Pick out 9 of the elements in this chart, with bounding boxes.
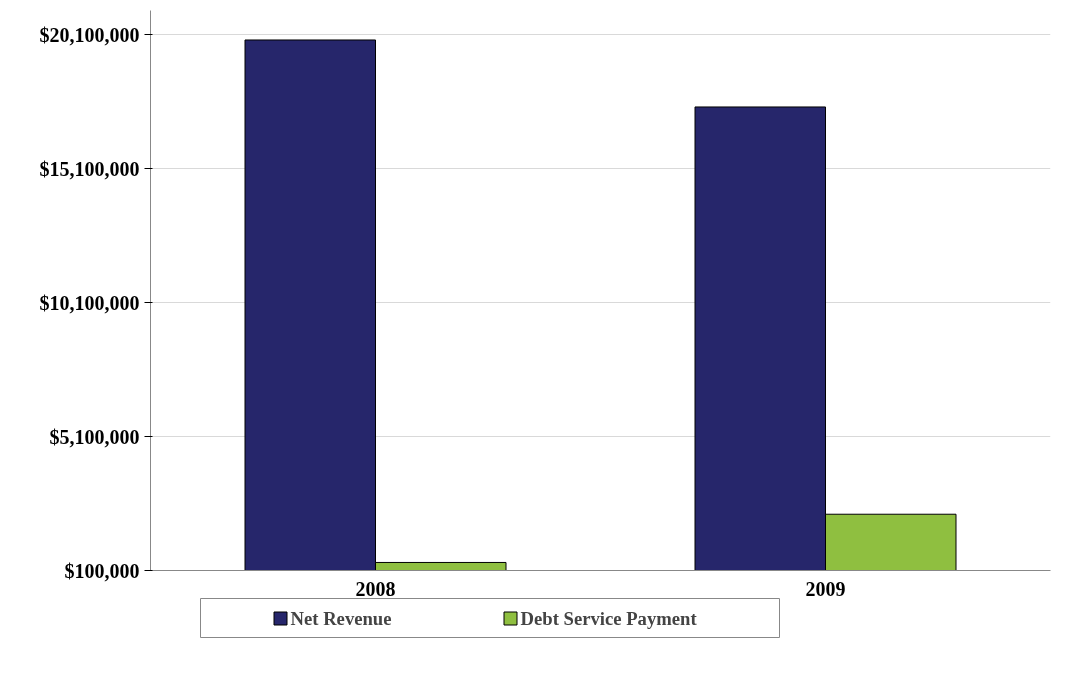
legend-label: Net Revenue [290,608,392,629]
y-tick-label: $20,100,000 [39,23,140,46]
x-tick-label: 2008 [355,577,396,600]
y-tick-label: $100,000 [64,559,140,582]
x-tick-label: 2009 [805,577,846,600]
y-tick-label: $5,100,000 [49,425,140,448]
y-tick-label: $10,100,000 [39,291,140,314]
legend-label: Debt Service Payment [520,608,698,629]
y-tick-label: $15,100,000 [39,157,140,180]
